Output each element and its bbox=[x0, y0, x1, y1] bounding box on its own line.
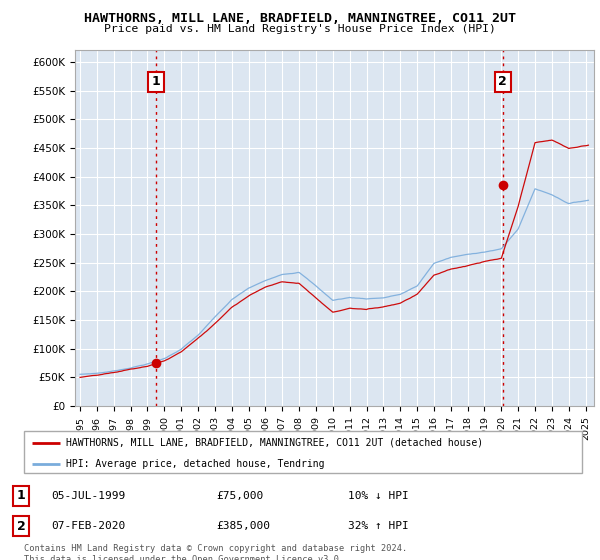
Text: 32% ↑ HPI: 32% ↑ HPI bbox=[348, 521, 409, 531]
Text: 10% ↓ HPI: 10% ↓ HPI bbox=[348, 491, 409, 501]
Text: HPI: Average price, detached house, Tendring: HPI: Average price, detached house, Tend… bbox=[66, 459, 325, 469]
Text: £75,000: £75,000 bbox=[216, 491, 263, 501]
Text: HAWTHORNS, MILL LANE, BRADFIELD, MANNINGTREE, CO11 2UT: HAWTHORNS, MILL LANE, BRADFIELD, MANNING… bbox=[84, 12, 516, 25]
Text: HAWTHORNS, MILL LANE, BRADFIELD, MANNINGTREE, CO11 2UT (detached house): HAWTHORNS, MILL LANE, BRADFIELD, MANNING… bbox=[66, 438, 483, 448]
Text: Contains HM Land Registry data © Crown copyright and database right 2024.
This d: Contains HM Land Registry data © Crown c… bbox=[24, 544, 407, 560]
Text: 07-FEB-2020: 07-FEB-2020 bbox=[51, 521, 125, 531]
Text: 05-JUL-1999: 05-JUL-1999 bbox=[51, 491, 125, 501]
Text: 1: 1 bbox=[152, 76, 160, 88]
Text: £385,000: £385,000 bbox=[216, 521, 270, 531]
Text: 2: 2 bbox=[17, 520, 25, 533]
Text: 2: 2 bbox=[498, 76, 507, 88]
Text: Price paid vs. HM Land Registry's House Price Index (HPI): Price paid vs. HM Land Registry's House … bbox=[104, 24, 496, 34]
Text: 1: 1 bbox=[17, 489, 25, 502]
